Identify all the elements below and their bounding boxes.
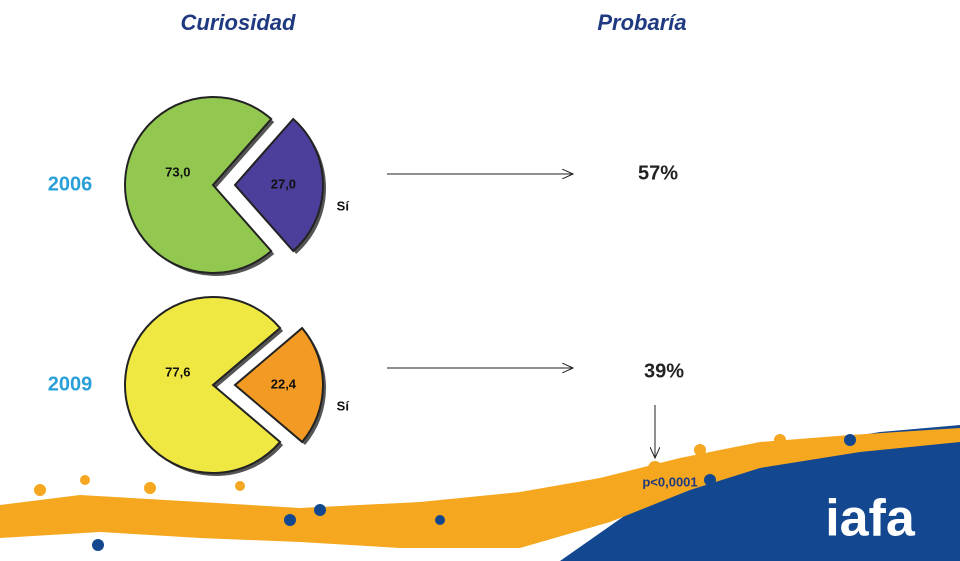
year-label: 2009 (48, 373, 93, 395)
year-label: 2006 (48, 173, 93, 195)
pie-slice (233, 326, 324, 444)
pie-slice (124, 296, 282, 474)
probaria-value: 57% (638, 162, 678, 184)
category-label: Sí (337, 198, 350, 213)
decoration (0, 425, 960, 561)
pie-slice (124, 96, 273, 274)
value-label: 73,0 (165, 164, 190, 179)
probaria-value: 39% (644, 360, 684, 382)
header: Curiosidad (181, 10, 296, 35)
value-label: 22,4 (271, 376, 297, 391)
p-value: p<0,0001 (642, 474, 697, 489)
logo: iafa (825, 490, 916, 548)
value-label: 27,0 (271, 176, 296, 191)
value-label: 77,6 (165, 364, 190, 379)
pie-slice (233, 117, 324, 253)
category-label: Sí (337, 398, 350, 413)
header: Probaría (597, 10, 686, 35)
